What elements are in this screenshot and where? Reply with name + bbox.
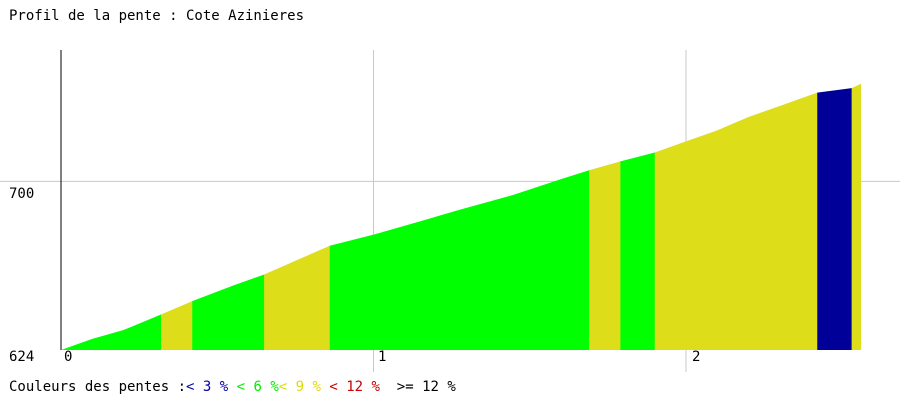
slope-segment-5: [589, 83, 621, 350]
slope-segment-8: [817, 83, 853, 350]
slope-segments: [61, 83, 861, 350]
slope-segment-6: [620, 83, 656, 350]
x-tick-label-0: 0: [64, 349, 73, 365]
x-tick-label-1: 1: [378, 349, 387, 365]
slope-segment-7: [654, 83, 818, 350]
x-tick-label-2: 2: [692, 349, 701, 365]
y-tick-label-700: 700: [9, 186, 35, 202]
slope-segment-4: [329, 83, 590, 350]
legend-item-lt9: < 9 %: [278, 379, 321, 395]
slope-color-legend: Couleurs des pentes :< 3 % < 6 %< 9 % < …: [9, 379, 456, 395]
y-tick-label-624: 624: [9, 349, 35, 365]
slope-segment-0: [61, 83, 162, 350]
slope-segment-2: [192, 83, 265, 350]
slope-segment-9: [851, 83, 861, 350]
legend-item-lt3: < 3 %: [186, 379, 229, 395]
legend-item-lt12: < 12 %: [329, 379, 380, 395]
legend-label: Couleurs des pentes :: [9, 379, 187, 395]
legend-item-ge12: >= 12 %: [396, 379, 456, 395]
slope-segment-1: [161, 83, 193, 350]
chart-title: Profil de la pente : Cote Azinieres: [9, 8, 305, 24]
slope-segment-3: [264, 83, 331, 350]
legend-item-lt6: < 6 %: [236, 379, 279, 395]
